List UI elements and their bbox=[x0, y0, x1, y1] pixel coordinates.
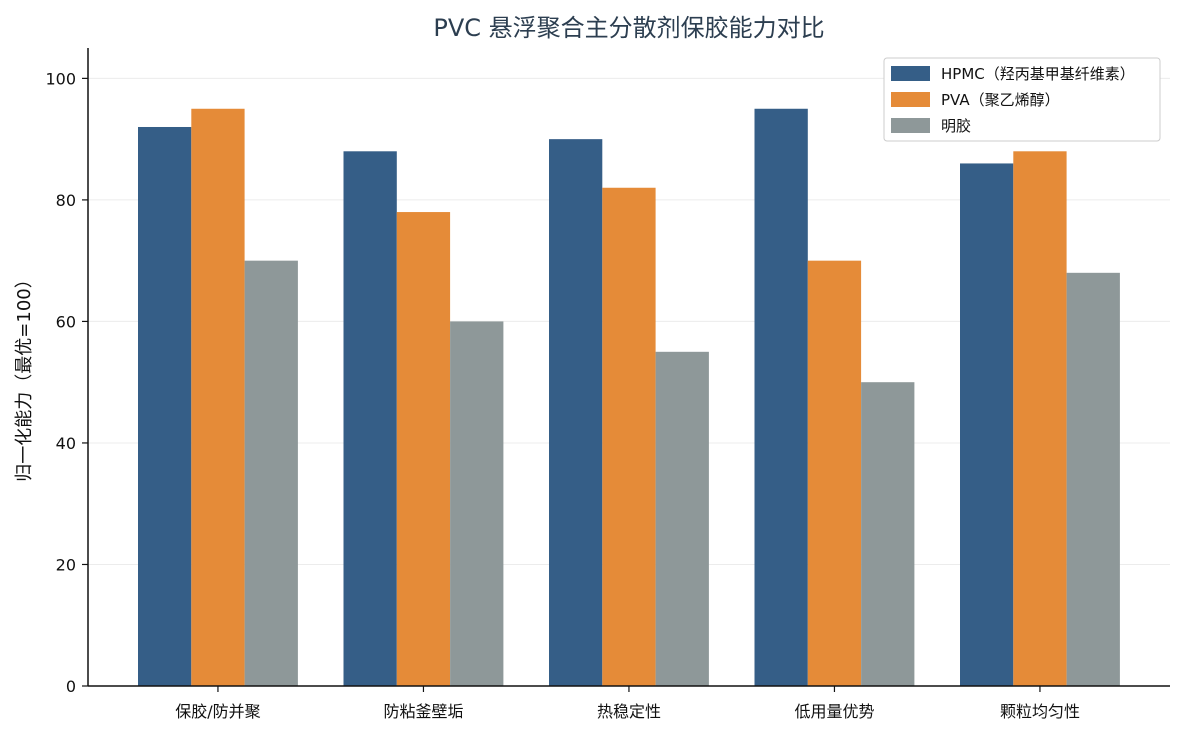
x-tick-label: 颗粒均匀性 bbox=[1000, 702, 1080, 721]
y-tick-label: 100 bbox=[45, 69, 76, 88]
bar bbox=[343, 151, 397, 687]
y-tick-label: 0 bbox=[66, 677, 76, 696]
legend-swatch bbox=[891, 92, 930, 107]
bar bbox=[1066, 272, 1120, 686]
bar bbox=[861, 382, 915, 686]
x-ticks: 保胶/防并聚 防粘釜壁垢 热稳定性 低用量优势 颗粒均匀性 bbox=[175, 686, 1080, 721]
y-tick-label: 60 bbox=[56, 312, 76, 331]
bar bbox=[754, 108, 808, 686]
bar bbox=[138, 126, 192, 686]
bar bbox=[244, 260, 298, 686]
bar bbox=[602, 187, 656, 686]
y-tick-label: 20 bbox=[56, 555, 76, 574]
x-tick-label: 防粘釜壁垢 bbox=[383, 702, 463, 721]
x-tick-label: 热稳定性 bbox=[597, 702, 661, 721]
bar bbox=[960, 163, 1014, 686]
bars bbox=[138, 108, 1120, 687]
legend-swatch bbox=[891, 66, 930, 81]
bar bbox=[655, 351, 709, 686]
legend: HPMC（羟丙基甲基纤维素） PVA（聚乙烯醇） 明胶 bbox=[883, 57, 1161, 142]
chart-title: PVC 悬浮聚合主分散剂保胶能力对比 bbox=[433, 14, 824, 42]
legend-items: HPMC（羟丙基甲基纤维素） PVA（聚乙烯醇） 明胶 bbox=[891, 65, 1135, 135]
y-axis-label: 归一化能力（最优=100） bbox=[14, 270, 35, 481]
y-ticks: 0 20 40 60 80 100 bbox=[45, 69, 88, 696]
bar bbox=[450, 321, 504, 686]
legend-swatch bbox=[891, 118, 930, 133]
y-tick-label: 80 bbox=[56, 191, 76, 210]
bar bbox=[549, 139, 603, 687]
bar bbox=[807, 260, 862, 686]
x-tick-label: 低用量优势 bbox=[794, 702, 874, 721]
y-tick-label: 40 bbox=[56, 434, 76, 453]
x-tick-label: 保胶/防并聚 bbox=[175, 702, 260, 721]
bar bbox=[1013, 151, 1067, 687]
legend-box bbox=[883, 57, 1161, 142]
bar bbox=[191, 108, 245, 686]
bar bbox=[396, 212, 451, 687]
legend-label: 明胶 bbox=[941, 117, 971, 135]
legend-label: HPMC（羟丙基甲基纤维素） bbox=[941, 65, 1135, 83]
legend-label: PVA（聚乙烯醇） bbox=[941, 91, 1060, 109]
